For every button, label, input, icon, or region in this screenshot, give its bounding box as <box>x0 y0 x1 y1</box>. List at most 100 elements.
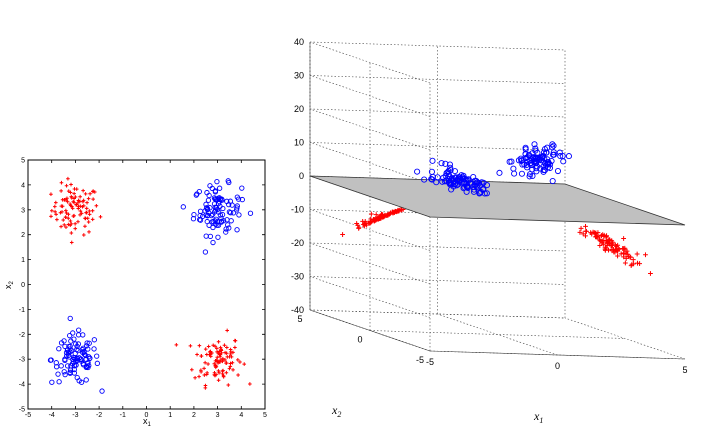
circle-point-3d <box>447 176 455 183</box>
plus-point <box>72 213 76 218</box>
plus-point-3d <box>605 237 611 243</box>
x-tick-label: 5 <box>263 412 267 419</box>
plus-point <box>206 344 211 349</box>
y-tick-label: 4 <box>21 182 25 189</box>
y-tick-label: 0 <box>21 282 25 289</box>
plus-point <box>66 212 71 217</box>
plus-point-3d <box>362 218 368 224</box>
circle-point-3d <box>531 141 538 148</box>
circle-point-3d <box>543 149 550 156</box>
circle-point <box>55 371 61 377</box>
circle-point-3d <box>480 185 487 192</box>
circle-point-3d <box>471 186 478 193</box>
plus-point <box>76 201 80 205</box>
circle-point <box>234 205 240 211</box>
circle-point <box>94 360 100 366</box>
circle-point-3d <box>540 167 547 174</box>
y-tick-label: -3 <box>19 357 25 364</box>
plus-point <box>76 219 80 224</box>
y-tick-label: -5 <box>19 407 25 414</box>
circle-point <box>62 343 68 350</box>
circle-point-3d <box>455 181 462 188</box>
plus-point <box>82 204 86 208</box>
plus-point-3d <box>368 218 374 224</box>
circle-point <box>239 196 245 203</box>
plus-point <box>221 374 226 378</box>
plus-point <box>49 214 53 219</box>
circle-point <box>86 340 92 346</box>
circle-point-3d <box>518 170 525 177</box>
plus-point <box>225 328 229 333</box>
circle-point <box>65 347 71 353</box>
plus-point <box>206 362 210 366</box>
plus-point <box>59 180 64 185</box>
circle-point <box>205 212 211 219</box>
y-tick-label: 3 <box>21 207 25 214</box>
circle-point-3d <box>557 152 564 160</box>
plus-point-3d <box>628 263 634 269</box>
plus-point <box>59 224 63 229</box>
plus-point <box>66 222 71 227</box>
plus-point <box>73 221 77 226</box>
circle-point-3d <box>550 151 557 158</box>
circle-point <box>212 189 219 195</box>
circle-point <box>62 356 68 362</box>
y-tick-label: -2 <box>19 332 25 339</box>
y-tick-label: -1 <box>19 307 25 314</box>
circle-point <box>228 218 234 224</box>
plus-point-3d <box>621 250 627 256</box>
ticks-2d: -5 -4 -3 -2 -1 0 1 2 3 4 5 -5 -4 -3 -2 -1 0 1 2 3 4 5 <box>19 158 267 420</box>
circle-point-3d <box>556 149 563 156</box>
circle-point <box>80 360 86 367</box>
circle-point <box>226 201 232 208</box>
plus-point-3d <box>385 212 391 218</box>
circle-point-3d <box>421 176 428 183</box>
plus-point <box>231 368 235 372</box>
circle-point <box>56 346 62 352</box>
circle-point-3d <box>544 164 551 171</box>
circle-point-3d <box>545 161 552 168</box>
plus-point <box>212 370 217 375</box>
circle-point <box>204 189 210 196</box>
circle-point <box>71 366 77 373</box>
circle-point-3d <box>526 173 533 180</box>
circle-point <box>49 379 55 385</box>
plus-point-3d <box>623 251 629 257</box>
plus-point <box>203 347 208 351</box>
circle-point-3d <box>550 142 557 149</box>
circle-point <box>72 341 79 347</box>
circle-point <box>67 343 73 350</box>
plus-point-3d <box>593 230 599 236</box>
x-tick-label: 2 <box>192 412 196 419</box>
circle-point-3d <box>523 164 531 171</box>
plus-point <box>204 372 209 377</box>
plus-point <box>87 230 91 234</box>
separating-plane <box>309 175 686 226</box>
plus-point <box>69 194 74 199</box>
plus-point <box>70 206 75 211</box>
plus-point <box>199 354 204 358</box>
circle-point-3d <box>550 149 557 156</box>
axis-edge-x2 <box>309 309 431 352</box>
circle-point <box>70 330 76 336</box>
circle-point-3d <box>549 178 556 185</box>
plus-point-3d <box>618 251 624 257</box>
plus-point-3d <box>372 217 378 223</box>
plus-point <box>199 370 203 374</box>
circle-point-3d <box>414 168 421 175</box>
plus-point-3d <box>648 271 653 276</box>
circle-point-3d <box>428 176 436 183</box>
plus-point-3d <box>600 232 606 238</box>
circle-point <box>218 219 224 225</box>
x-tick-label: -1 <box>120 412 126 419</box>
circle-point <box>214 179 220 185</box>
x-tick-label: -4 <box>49 412 55 419</box>
plus-point-3d <box>583 223 588 229</box>
plus-point <box>218 354 222 359</box>
circle-point <box>74 374 80 381</box>
plus-point-3d <box>609 248 615 254</box>
circle-point <box>81 348 87 355</box>
circle-point <box>91 346 97 352</box>
circle-point <box>197 208 204 214</box>
